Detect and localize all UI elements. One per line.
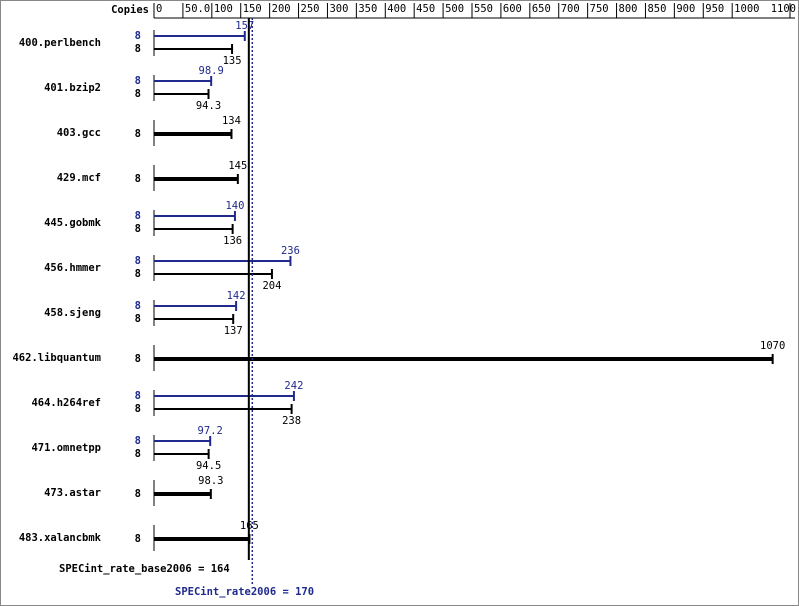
- copies-label: 8: [135, 88, 141, 100]
- benchmark-label: 483.xalancbmk: [19, 532, 102, 544]
- copies-label: 8: [135, 533, 141, 545]
- value-label: 238: [282, 415, 301, 427]
- x-tick-label: 350: [358, 3, 377, 15]
- benchmark-label: 462.libquantum: [12, 352, 101, 364]
- x-tick-label: 150: [243, 3, 262, 15]
- benchmark-label: 403.gcc: [57, 127, 101, 139]
- x-tick-label: 100: [214, 3, 233, 15]
- value-label: 236: [281, 245, 300, 257]
- copies-header: Copies: [111, 4, 149, 16]
- x-tick-label: 500: [445, 3, 464, 15]
- x-tick-label: 0: [156, 3, 162, 15]
- copies-label: 8: [135, 75, 141, 87]
- x-tick-label: 250: [301, 3, 320, 15]
- copies-label: 8: [135, 255, 141, 267]
- x-tick-label: 600: [503, 3, 522, 15]
- benchmark-label: 400.perlbench: [19, 37, 101, 49]
- x-tick-label: 50.0: [185, 3, 210, 15]
- value-label: 94.3: [196, 100, 221, 112]
- copies-label: 8: [135, 488, 141, 500]
- copies-label: 8: [135, 223, 141, 235]
- value-label: 137: [224, 325, 243, 337]
- copies-label: 8: [135, 128, 141, 140]
- x-tick-label: 450: [416, 3, 435, 15]
- copies-label: 8: [135, 390, 141, 402]
- value-label: 140: [225, 200, 244, 212]
- value-label: 142: [227, 290, 246, 302]
- value-label: 1070: [760, 340, 785, 352]
- value-label: 97.2: [198, 425, 223, 437]
- copies-label: 8: [135, 173, 141, 185]
- copies-label: 8: [135, 30, 141, 42]
- x-tick-label: 950: [705, 3, 724, 15]
- benchmark-label: 458.sjeng: [44, 307, 101, 319]
- x-tick-label: 650: [532, 3, 551, 15]
- x-tick-label: 900: [676, 3, 695, 15]
- benchmark-label: 445.gobmk: [44, 217, 102, 229]
- x-tick-label: 850: [647, 3, 666, 15]
- value-label: 242: [284, 380, 303, 392]
- peak-ref-label: SPECint_rate2006 = 170: [175, 586, 314, 598]
- value-label: 134: [222, 115, 241, 127]
- copies-label: 8: [135, 300, 141, 312]
- value-label: 98.3: [198, 475, 223, 487]
- x-tick-label: 200: [272, 3, 291, 15]
- value-label: 136: [223, 235, 242, 247]
- value-label: 94.5: [196, 460, 221, 472]
- copies-label: 8: [135, 448, 141, 460]
- value-label: 204: [262, 280, 281, 292]
- x-tick-label: 1100: [771, 3, 796, 15]
- benchmark-label: 401.bzip2: [44, 82, 101, 94]
- x-tick-label: 1000: [734, 3, 759, 15]
- value-label: 157: [235, 20, 254, 32]
- value-label: 135: [223, 55, 242, 67]
- copies-label: 8: [135, 268, 141, 280]
- copies-label: 8: [135, 435, 141, 447]
- benchmark-label: 471.omnetpp: [31, 442, 101, 454]
- x-tick-label: 800: [619, 3, 638, 15]
- copies-label: 8: [135, 353, 141, 365]
- value-label: 98.9: [199, 65, 224, 77]
- benchmark-label: 456.hmmer: [44, 262, 101, 274]
- copies-label: 8: [135, 313, 141, 325]
- copies-label: 8: [135, 403, 141, 415]
- copies-label: 8: [135, 43, 141, 55]
- benchmark-label: 473.astar: [44, 487, 101, 499]
- x-tick-label: 400: [387, 3, 406, 15]
- x-tick-label: 550: [474, 3, 493, 15]
- x-tick-label: 750: [590, 3, 609, 15]
- benchmark-label: 464.h264ref: [31, 397, 101, 409]
- copies-label: 8: [135, 210, 141, 222]
- benchmark-label: 429.mcf: [57, 172, 101, 184]
- x-tick-label: 300: [329, 3, 348, 15]
- base-ref-label: SPECint_rate_base2006 = 164: [59, 563, 230, 575]
- x-tick-label: 700: [561, 3, 580, 15]
- value-label: 145: [228, 160, 247, 172]
